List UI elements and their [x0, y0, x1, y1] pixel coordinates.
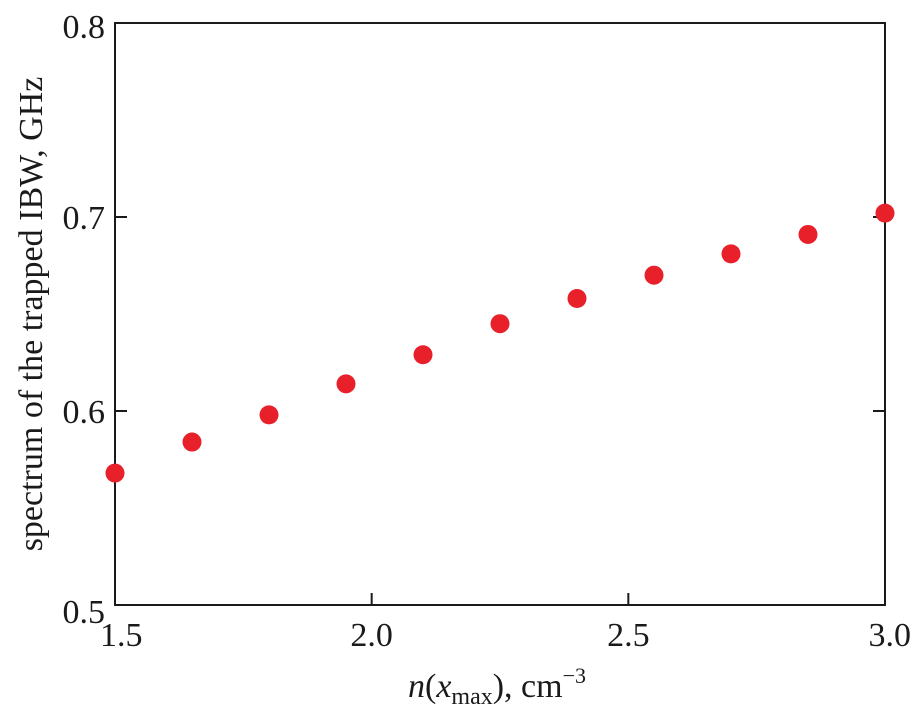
data-point	[644, 265, 664, 285]
data-point	[182, 432, 202, 452]
x-label-inner: x	[435, 668, 451, 705]
data-point	[567, 288, 587, 308]
y-tick-label: 0.5	[63, 594, 106, 631]
data-point	[413, 345, 433, 365]
x-axis-label: n(xmax), cm−3	[408, 663, 586, 710]
data-point	[798, 224, 818, 244]
data-point	[721, 244, 741, 264]
x-label-open: (	[425, 668, 436, 705]
y-axis-label: spectrum of the trapped IBW, GHz	[13, 77, 50, 552]
x-label-close: ), cm	[493, 668, 563, 705]
plot-frame	[114, 22, 886, 606]
x-tick-label: 2.5	[607, 617, 650, 654]
data-point	[875, 203, 895, 223]
x-label-subscript: max	[451, 684, 492, 710]
ticks-layer: 1.5 2.0 2.5 3.0 0.5 0.6 0.7 0.8	[63, 9, 912, 654]
data-point	[336, 374, 356, 394]
y-tick-label: 0.6	[63, 394, 106, 431]
data-point	[490, 314, 510, 334]
x-tick-label: 1.5	[100, 617, 143, 654]
x-label-var: n	[408, 668, 425, 705]
data-point	[259, 405, 279, 425]
y-tick-label: 0.7	[63, 200, 106, 237]
y-tick-label: 0.8	[63, 9, 106, 46]
points-layer	[105, 203, 895, 483]
x-tick-label: 2.0	[350, 617, 393, 654]
data-point	[105, 463, 125, 483]
x-label-superscript: −3	[563, 663, 586, 688]
x-tick-label: 3.0	[869, 617, 912, 654]
